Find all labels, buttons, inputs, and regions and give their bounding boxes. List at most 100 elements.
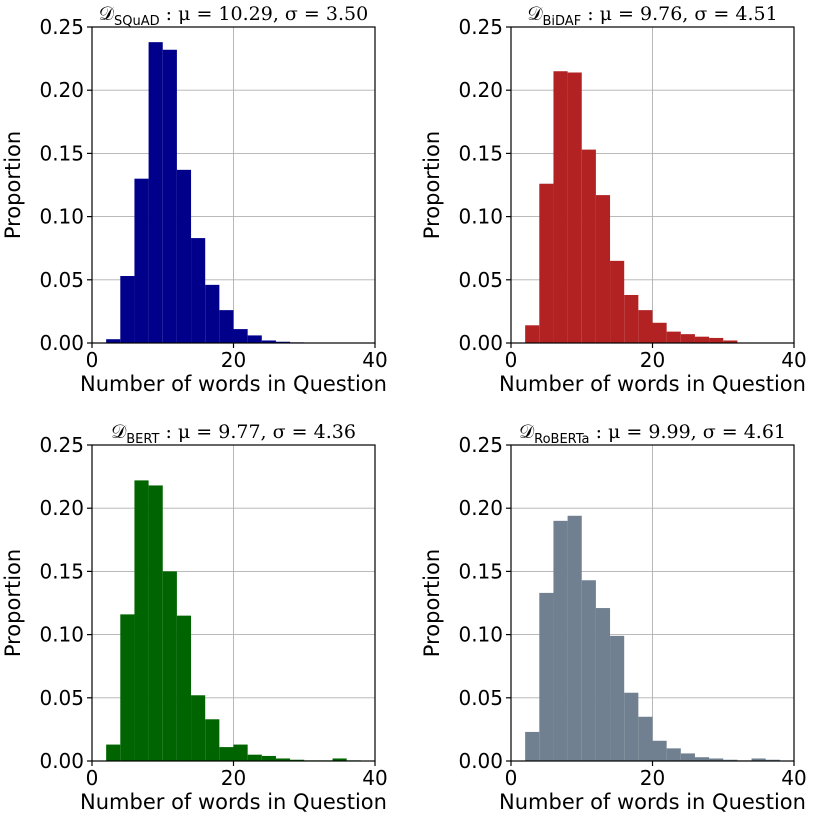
histogram-bar bbox=[120, 276, 135, 343]
x-tick-label: 20 bbox=[640, 348, 665, 372]
y-tick-label: 0.15 bbox=[39, 141, 84, 165]
histogram-bar bbox=[219, 310, 234, 343]
histogram-bar bbox=[666, 331, 681, 343]
y-tick-label: 0.15 bbox=[39, 559, 84, 583]
histogram-bar bbox=[723, 340, 738, 343]
y-axis-label: Proportion bbox=[420, 131, 444, 239]
histogram-bar bbox=[652, 322, 667, 343]
histogram-bar bbox=[205, 719, 220, 761]
y-tick-label: 0.05 bbox=[458, 686, 503, 710]
histogram-bar bbox=[525, 325, 540, 343]
histogram-bar bbox=[233, 744, 248, 761]
histogram-bar bbox=[247, 754, 262, 761]
chart-title: 𝒟BERT : μ = 9.77, σ = 4.36 bbox=[111, 421, 356, 447]
histogram-bar bbox=[134, 178, 149, 343]
histogram-bar bbox=[595, 195, 611, 343]
x-tick-label: 0 bbox=[86, 766, 99, 790]
y-axis-label: Proportion bbox=[1, 549, 25, 657]
y-tick-label: 0.20 bbox=[39, 496, 84, 520]
histogram-bar bbox=[525, 731, 540, 761]
y-tick-label: 0.20 bbox=[458, 496, 503, 520]
histogram-bar bbox=[765, 759, 780, 761]
chart-title: 𝒟BiDAF : μ = 9.76, σ = 4.51 bbox=[527, 3, 777, 29]
y-tick-label: 0.20 bbox=[39, 78, 84, 102]
histogram-bar bbox=[624, 692, 639, 761]
histogram-bar bbox=[610, 260, 625, 343]
title-symbol: 𝒟 bbox=[527, 3, 543, 25]
x-axis-label: Number of words in Question bbox=[499, 372, 806, 396]
x-axis-label: Number of words in Question bbox=[80, 790, 387, 814]
y-tick-label: 0.00 bbox=[458, 331, 503, 355]
y-tick-label: 0.20 bbox=[458, 78, 503, 102]
y-tick-label: 0.10 bbox=[39, 623, 84, 647]
y-tick-label: 0.15 bbox=[458, 141, 503, 165]
histogram-bar bbox=[751, 758, 766, 761]
histogram-bar bbox=[176, 615, 192, 761]
histogram-bar bbox=[290, 759, 305, 761]
histogram-bar bbox=[595, 608, 611, 761]
y-tick-label: 0.05 bbox=[39, 268, 84, 292]
y-tick-label: 0.25 bbox=[39, 433, 84, 457]
chart-title: 𝒟RoBERTa : μ = 9.99, σ = 4.61 bbox=[519, 421, 786, 447]
histogram-bar bbox=[539, 592, 554, 761]
title-stats: : μ = 9.76, σ = 4.51 bbox=[581, 3, 778, 25]
title-symbol: 𝒟 bbox=[519, 421, 535, 443]
y-tick-label: 0.10 bbox=[39, 205, 84, 229]
y-tick-label: 0.00 bbox=[39, 749, 84, 773]
histogram-bar bbox=[219, 747, 234, 761]
histogram-bar bbox=[233, 329, 248, 343]
title-stats: : μ = 9.99, σ = 4.61 bbox=[590, 421, 787, 443]
histogram-bar bbox=[694, 757, 710, 761]
x-tick-label: 20 bbox=[640, 766, 665, 790]
x-axis-label: Number of words in Question bbox=[499, 790, 806, 814]
y-axis-label: Proportion bbox=[1, 131, 25, 239]
histogram-bar bbox=[680, 753, 695, 761]
x-tick-label: 40 bbox=[362, 766, 387, 790]
histogram-bar bbox=[191, 238, 206, 343]
y-axis-label: Proportion bbox=[420, 549, 444, 657]
chart-title: 𝒟SQuAD : μ = 10.29, σ = 3.50 bbox=[99, 3, 368, 29]
x-tick-label: 40 bbox=[362, 348, 387, 372]
histogram-bar bbox=[176, 169, 192, 343]
title-subscript: BERT bbox=[126, 432, 159, 447]
histogram-bar bbox=[709, 758, 724, 761]
y-tick-label: 0.00 bbox=[458, 749, 503, 773]
histogram-bar bbox=[205, 284, 220, 343]
histogram-bar bbox=[162, 571, 177, 761]
x-tick-label: 20 bbox=[221, 766, 246, 790]
histogram-bar bbox=[106, 339, 121, 343]
histogram-bar bbox=[680, 334, 695, 343]
histogram-bar bbox=[332, 758, 347, 761]
histogram-bar bbox=[134, 480, 149, 761]
histogram-bar bbox=[106, 744, 121, 761]
histogram-bar bbox=[723, 759, 738, 761]
histogram-bar bbox=[567, 515, 582, 761]
y-tick-label: 0.05 bbox=[458, 268, 503, 292]
histogram-bar bbox=[261, 755, 276, 761]
title-stats: : μ = 10.29, σ = 3.50 bbox=[160, 3, 369, 25]
histogram-bar bbox=[148, 42, 163, 343]
histogram-bar bbox=[694, 336, 710, 343]
histogram-bar bbox=[261, 340, 276, 343]
histogram-bar bbox=[553, 71, 568, 344]
histogram-bar bbox=[120, 614, 135, 761]
title-subscript: RoBERTa bbox=[534, 432, 589, 447]
histogram-bar bbox=[709, 337, 724, 343]
x-axis-label: Number of words in Question bbox=[80, 372, 387, 396]
y-tick-label: 0.25 bbox=[458, 433, 503, 457]
x-tick-label: 20 bbox=[221, 348, 246, 372]
title-symbol: 𝒟 bbox=[99, 3, 115, 25]
histogram-bar bbox=[539, 183, 554, 343]
histogram-bar bbox=[275, 341, 291, 343]
histogram-bar bbox=[191, 695, 206, 761]
y-tick-label: 0.10 bbox=[458, 205, 503, 229]
histogram-bar bbox=[610, 635, 625, 761]
histogram-bar bbox=[162, 49, 177, 343]
histogram-bar bbox=[567, 72, 582, 343]
histogram-bar bbox=[553, 520, 568, 761]
histogram-bar bbox=[638, 716, 653, 761]
x-tick-label: 40 bbox=[781, 348, 806, 372]
